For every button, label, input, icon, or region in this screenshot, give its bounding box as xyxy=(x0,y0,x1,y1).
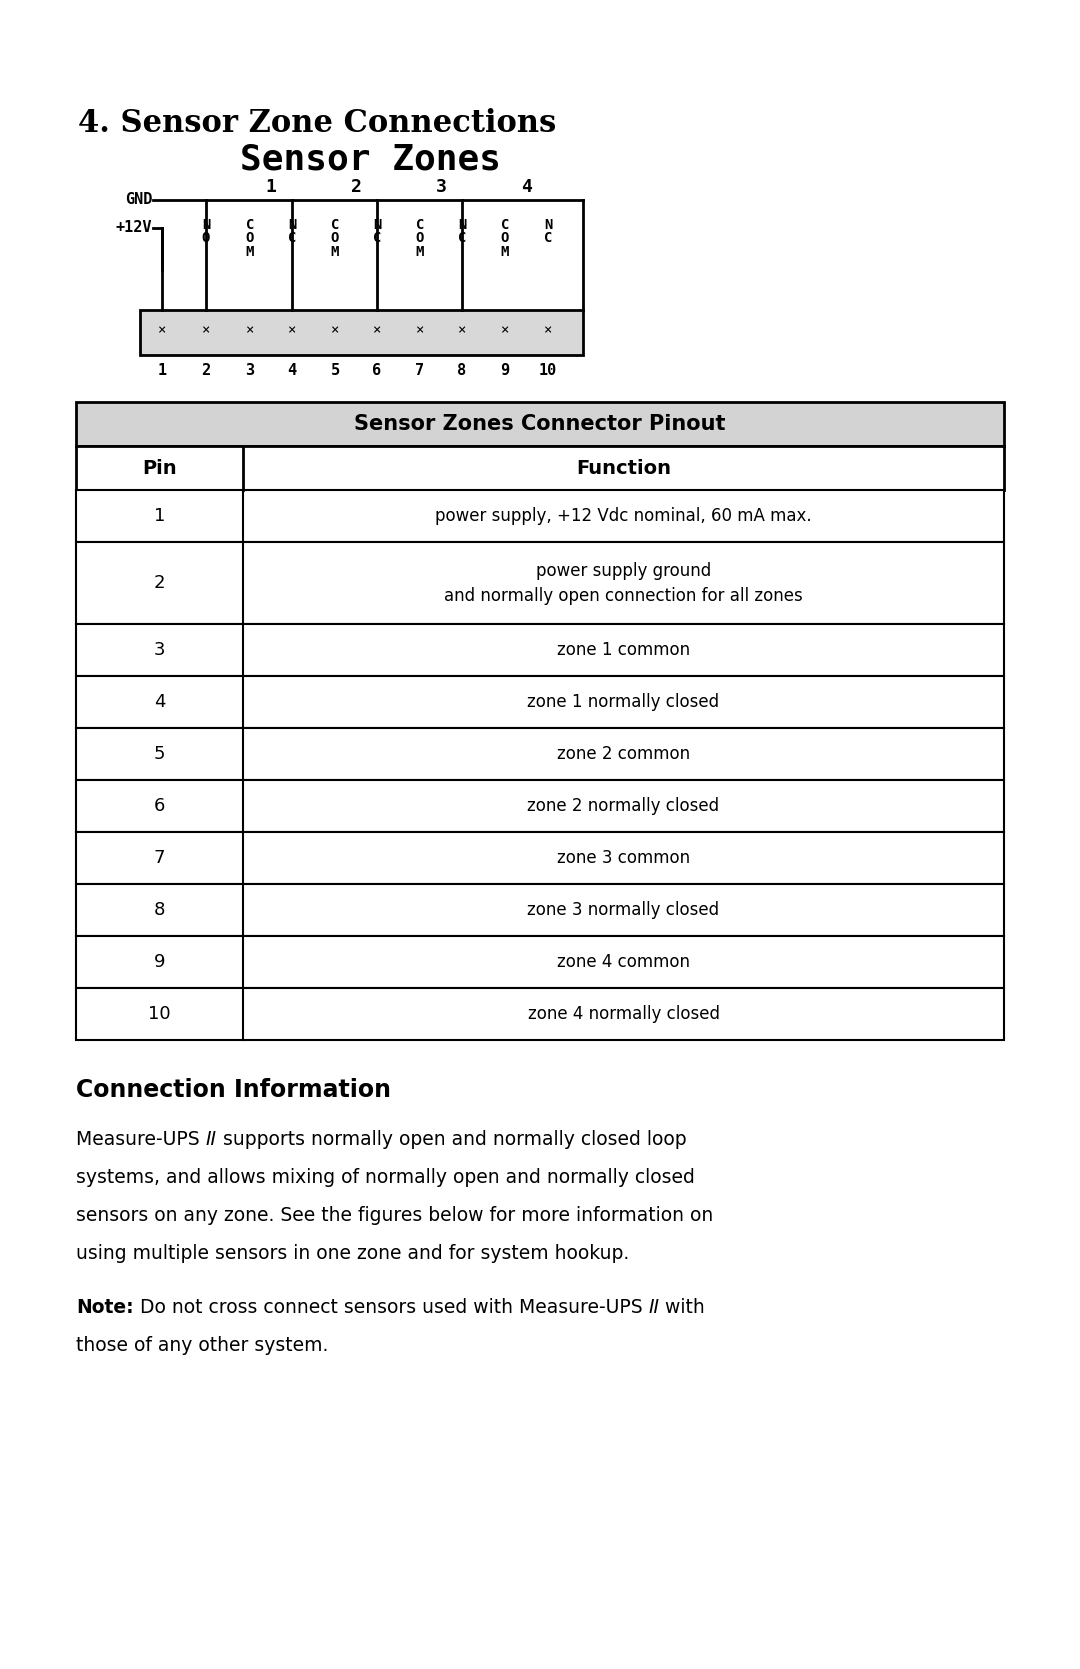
Text: 7: 7 xyxy=(416,362,424,377)
FancyBboxPatch shape xyxy=(76,936,1004,988)
Text: ×: × xyxy=(501,324,509,337)
FancyBboxPatch shape xyxy=(76,833,1004,885)
Text: power supply, +12 Vdc nominal, 60 mA max.: power supply, +12 Vdc nominal, 60 mA max… xyxy=(435,507,812,526)
Text: with: with xyxy=(659,1298,705,1317)
Text: sensors on any zone. See the figures below for more information on: sensors on any zone. See the figures bel… xyxy=(76,1207,713,1225)
Text: zone 3 normally closed: zone 3 normally closed xyxy=(527,901,719,920)
Text: 10: 10 xyxy=(148,1005,171,1023)
Text: zone 3 common: zone 3 common xyxy=(557,850,690,866)
Text: zone 1 common: zone 1 common xyxy=(557,641,690,659)
Text: ×: × xyxy=(416,324,424,337)
FancyBboxPatch shape xyxy=(76,624,1004,676)
Text: ×: × xyxy=(458,324,467,337)
FancyBboxPatch shape xyxy=(76,885,1004,936)
Text: Pin: Pin xyxy=(143,459,177,477)
Text: ×: × xyxy=(287,324,296,337)
Text: ×: × xyxy=(158,324,166,337)
Text: +12V: +12V xyxy=(116,220,152,235)
Text: N
C: N C xyxy=(458,219,467,245)
Text: 4: 4 xyxy=(521,179,532,195)
Text: 5: 5 xyxy=(330,362,339,377)
Text: ×: × xyxy=(202,324,211,337)
Text: using multiple sensors in one zone and for system hookup.: using multiple sensors in one zone and f… xyxy=(76,1243,630,1263)
FancyBboxPatch shape xyxy=(76,988,1004,1040)
Text: supports normally open and normally closed loop: supports normally open and normally clos… xyxy=(217,1130,686,1148)
FancyBboxPatch shape xyxy=(76,779,1004,833)
Text: 7: 7 xyxy=(153,850,165,866)
FancyBboxPatch shape xyxy=(76,676,1004,728)
Text: C
O
M: C O M xyxy=(246,219,254,259)
Text: ×: × xyxy=(373,324,381,337)
Text: ×: × xyxy=(330,324,339,337)
Text: N
C: N C xyxy=(287,219,296,245)
Text: zone 4 common: zone 4 common xyxy=(557,953,690,971)
Text: zone 2 normally closed: zone 2 normally closed xyxy=(527,798,719,814)
Text: N
O: N O xyxy=(202,219,211,245)
Text: Sensor Zones Connector Pinout: Sensor Zones Connector Pinout xyxy=(354,414,726,434)
Text: power supply ground
and normally open connection for all zones: power supply ground and normally open co… xyxy=(444,561,802,604)
Text: 3: 3 xyxy=(435,179,446,195)
Text: 4: 4 xyxy=(287,362,297,377)
Text: C
O
M: C O M xyxy=(501,219,509,259)
Text: 6: 6 xyxy=(153,798,165,814)
Text: ×: × xyxy=(544,324,552,337)
FancyBboxPatch shape xyxy=(140,310,583,355)
Text: II: II xyxy=(205,1130,217,1148)
FancyBboxPatch shape xyxy=(76,491,1004,542)
Text: Note:: Note: xyxy=(76,1298,134,1317)
Text: 2: 2 xyxy=(202,362,211,377)
Text: 5: 5 xyxy=(153,744,165,763)
Text: 8: 8 xyxy=(153,901,165,920)
FancyBboxPatch shape xyxy=(76,542,1004,624)
Text: systems, and allows mixing of normally open and normally closed: systems, and allows mixing of normally o… xyxy=(76,1168,694,1187)
Text: GND: GND xyxy=(124,192,152,207)
Text: 4. Sensor Zone Connections: 4. Sensor Zone Connections xyxy=(78,108,556,139)
FancyBboxPatch shape xyxy=(76,728,1004,779)
Text: zone 2 common: zone 2 common xyxy=(557,744,690,763)
Text: 9: 9 xyxy=(153,953,165,971)
Text: 2: 2 xyxy=(351,179,362,195)
Text: C
O
M: C O M xyxy=(416,219,424,259)
Text: zone 1 normally closed: zone 1 normally closed xyxy=(527,693,719,711)
Text: 1: 1 xyxy=(153,507,165,526)
Text: Function: Function xyxy=(576,459,671,477)
Text: Connection Information: Connection Information xyxy=(76,1078,391,1102)
Text: 1: 1 xyxy=(266,179,276,195)
Text: C
O
M: C O M xyxy=(330,219,339,259)
Text: N
C: N C xyxy=(544,219,552,245)
Text: 6: 6 xyxy=(373,362,381,377)
Text: ×: × xyxy=(246,324,254,337)
Text: Measure-UPS: Measure-UPS xyxy=(76,1130,205,1148)
Text: II: II xyxy=(648,1298,659,1317)
Text: 3: 3 xyxy=(245,362,255,377)
Text: zone 4 normally closed: zone 4 normally closed xyxy=(527,1005,719,1023)
Text: 9: 9 xyxy=(500,362,510,377)
Text: 10: 10 xyxy=(539,362,557,377)
Text: Sensor Zones: Sensor Zones xyxy=(240,144,500,177)
FancyBboxPatch shape xyxy=(76,446,1004,491)
Text: Do not cross connect sensors used with Measure-UPS: Do not cross connect sensors used with M… xyxy=(134,1298,648,1317)
Text: 4: 4 xyxy=(153,693,165,711)
FancyBboxPatch shape xyxy=(76,402,1004,446)
Text: 2: 2 xyxy=(153,574,165,592)
Text: 1: 1 xyxy=(158,362,166,377)
Text: 8: 8 xyxy=(458,362,467,377)
Text: those of any other system.: those of any other system. xyxy=(76,1335,328,1355)
Text: 3: 3 xyxy=(153,641,165,659)
Text: N
C: N C xyxy=(373,219,381,245)
